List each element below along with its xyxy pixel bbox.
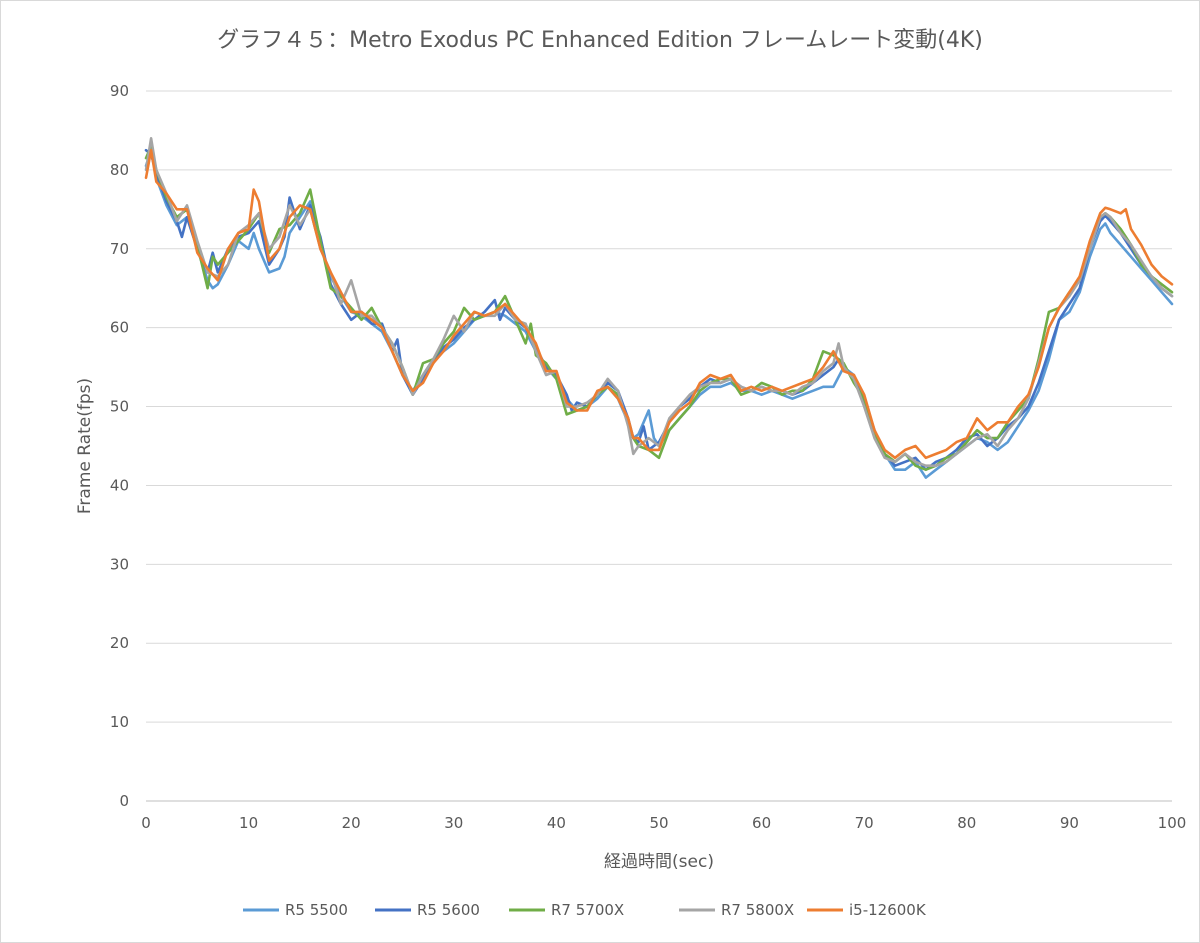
y-tick-label: 50	[110, 398, 129, 416]
y-tick-label: 30	[110, 555, 129, 573]
x-tick-label: 60	[752, 814, 771, 832]
x-axis-ticks: 0 10 20 30 40 50 60 70 80 90 100	[141, 814, 1186, 832]
legend-label: R5 5500	[285, 901, 348, 919]
legend-item-5: i5-12600K	[807, 901, 927, 919]
y-tick-label: 10	[110, 713, 129, 731]
x-tick-label: 30	[444, 814, 463, 832]
x-tick-label: 40	[547, 814, 566, 832]
chart-title: グラフ４５：Metro Exodus PC Enhanced Edition フ…	[217, 28, 983, 53]
x-tick-label: 90	[1060, 814, 1079, 832]
legend-label: R7 5800X	[721, 901, 794, 919]
series-lines	[144, 137, 1174, 479]
grid-lines	[146, 90, 1172, 802]
y-axis-title: Frame Rate(fps)	[75, 378, 95, 514]
legend-item-4: R7 5800X	[679, 901, 794, 919]
x-tick-label: 100	[1158, 814, 1187, 832]
x-axis-title: 経過時間(sec)	[604, 852, 714, 872]
legend-item-2: R5 5600	[375, 901, 480, 919]
x-tick-label: 70	[855, 814, 874, 832]
y-tick-label: 90	[110, 82, 129, 100]
series-line-1	[144, 148, 1174, 479]
x-tick-label: 20	[342, 814, 361, 832]
x-tick-label: 10	[239, 814, 258, 832]
legend-label: i5-12600K	[849, 901, 927, 919]
y-axis-ticks: 0 10 20 30 40 50 60 70 80 90	[110, 82, 129, 810]
legend-label: R7 5700X	[551, 901, 624, 919]
y-tick-label: 40	[110, 476, 129, 494]
y-tick-label: 60	[110, 319, 129, 337]
legend-label: R5 5600	[417, 901, 480, 919]
legend-item-1: R5 5500	[243, 901, 348, 919]
y-tick-label: 20	[110, 634, 129, 652]
x-tick-label: 50	[649, 814, 668, 832]
series-line-3	[144, 144, 1174, 471]
y-tick-label: 80	[110, 161, 129, 179]
x-tick-label: 80	[957, 814, 976, 832]
series-line-2	[144, 148, 1174, 471]
y-tick-label: 70	[110, 240, 129, 258]
series-line-5	[144, 148, 1174, 460]
series-line-4	[144, 137, 1174, 467]
y-tick-label: 0	[119, 792, 129, 810]
x-tick-label: 0	[141, 814, 151, 832]
legend: R5 5500 R5 5600 R7 5700X R7 5800X i5-12600K	[243, 901, 927, 919]
legend-item-3: R7 5700X	[509, 901, 624, 919]
